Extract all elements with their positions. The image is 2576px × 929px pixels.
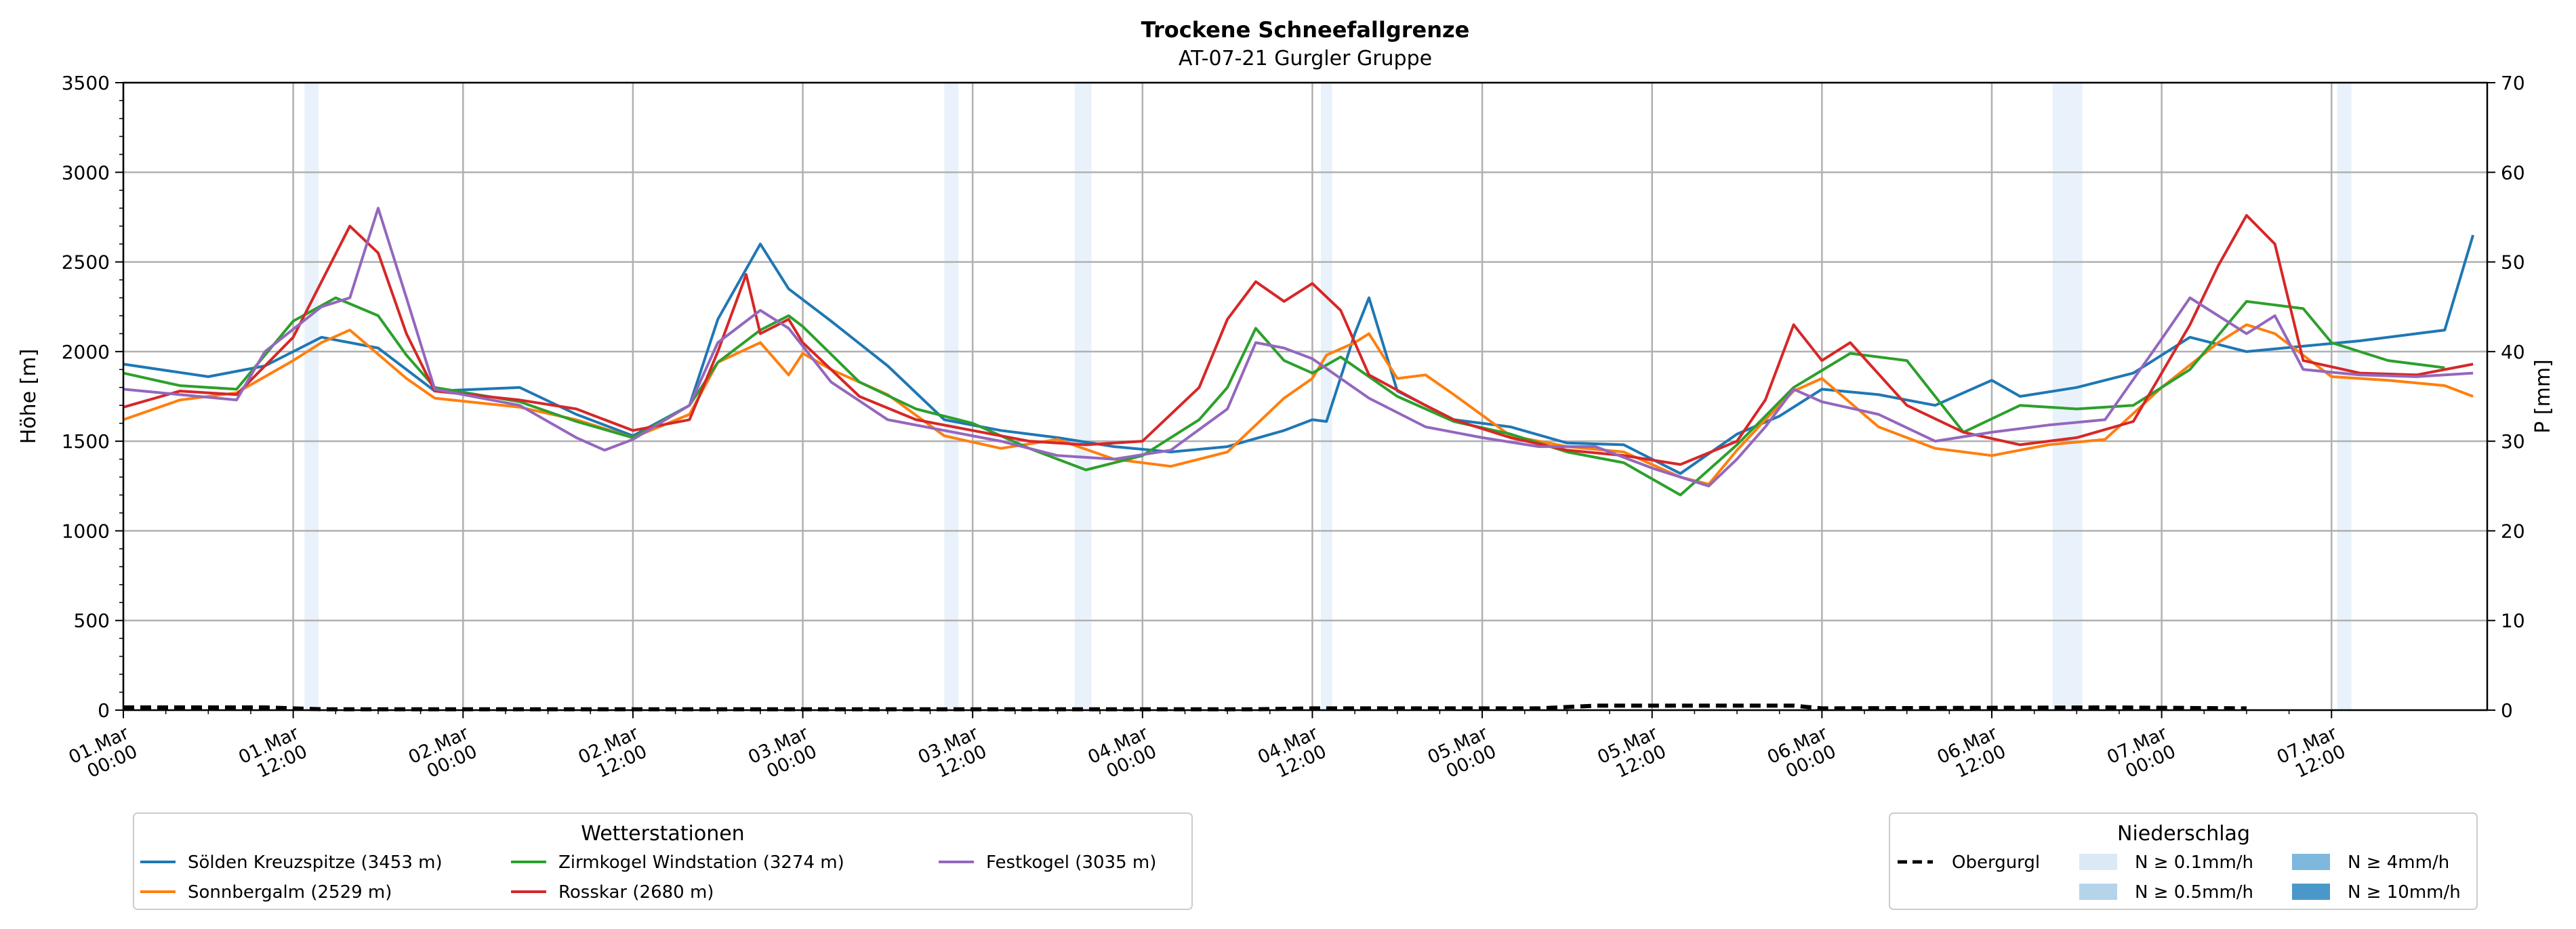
series-line-4 [123,207,2474,488]
chart-title: Trockene Schneefallgrenze [1141,17,1470,43]
legend-precip-swatch-0 [2079,854,2117,870]
y-tick-label-4: 2000 [62,341,110,363]
grid-lines [122,81,2487,711]
x-tick-label-12: 07.Mar00:00 [2104,722,2180,787]
precip-shade-4 [2052,83,2083,710]
legend-precip-label-1: N ≥ 0.5mm/h [2135,882,2253,903]
x-tick-label-13: 07.Mar12:00 [2274,722,2350,787]
y-axis-left: 0 500 1000 1500 2000 2500 3000 3500 [62,72,123,722]
y-axis-label-right: P [mm] [2531,359,2555,433]
legend-station-label-0: Sölden Kreuzspitze (3453 m) [188,852,443,873]
legend-precip-swatch-3 [2292,884,2330,900]
x-tick-label-9: 05.Mar12:00 [1594,722,1670,787]
x-tick-label-8: 05.Mar00:00 [1425,722,1500,787]
legend-precip-frame [1889,812,2478,910]
legend-precip-label-2: N ≥ 4mm/h [2348,852,2449,873]
x-tick-label-7: 04.Mar12:00 [1254,722,1330,787]
y-tick-label-2: 1000 [62,520,110,542]
precip-shade-1 [944,83,959,710]
y-tick-label-1: 500 [74,610,110,632]
legend-stations-frame [133,812,1193,910]
legend-precip-swatch-1 [2079,884,2117,900]
precip-shade-0 [304,83,319,710]
y-tick-label-3: 1500 [62,430,110,453]
x-tick-label-0: 01.Mar00:00 [66,722,142,787]
y-right-tick-label-6: 60 [2501,161,2525,184]
legend-precip-label-3: N ≥ 10mm/h [2348,882,2461,903]
y-tick-label-0: 0 [98,699,110,722]
y-tick-label-6: 3000 [62,161,110,184]
legend-precipitation: Niederschlag Obergurgl N ≥ 0.1mm/hN ≥ 0.… [1889,812,2478,910]
y-right-tick-label-2: 20 [2501,520,2525,542]
legend-station-label-1: Sonnbergalm (2529 m) [188,882,392,903]
y-axis-label-left: Höhe [m] [17,349,41,445]
precip-shade-2 [1074,83,1092,710]
series-line-3 [123,213,2474,466]
series-lines [123,207,2475,711]
y-right-tick-label-1: 10 [2501,610,2525,632]
y-right-tick-label-3: 30 [2501,430,2525,453]
x-tick-label-4: 03.Mar00:00 [745,722,821,787]
series-line-1 [123,323,2474,486]
legend-stations: Wetterstationen Sölden Kreuzspitze (3453… [133,812,1193,910]
x-tick-label-1: 01.Mar12:00 [235,722,311,787]
y-axis-right: 0 10 20 30 40 50 60 70 [2487,72,2525,722]
x-tick-label-2: 02.Mar00:00 [405,722,481,787]
y-right-tick-label-0: 0 [2501,699,2513,722]
legend-station-label-3: Rosskar (2680 m) [558,882,714,903]
y-right-tick-label-4: 40 [2501,341,2525,363]
chart-subtitle: AT-07-21 Gurgler Gruppe [1179,47,1432,70]
legend-precip-items: N ≥ 0.1mm/h N ≥ 0.5mm/h N ≥ 4mm/h N ≥ 10mm/… [2079,852,2461,903]
x-tick-label-3: 02.Mar12:00 [575,722,651,787]
legend-station-label-4: Festkogel (3035 m) [986,852,1156,873]
x-tick-label-5: 03.Mar12:00 [915,722,991,787]
y-right-tick-label-7: 70 [2501,72,2525,94]
legend-precip-title: Niederschlag [2117,822,2250,846]
legend-precip-swatch-2 [2292,854,2330,870]
legend-precip-label-0: N ≥ 0.1mm/h [2135,852,2253,873]
precipitation-shading [304,83,2352,710]
y-tick-label-7: 3500 [62,72,110,94]
precip-shade-3 [1320,83,1332,710]
legend-stations-title: Wetterstationen [581,822,744,846]
x-axis: 01.Mar00:00 01.Mar12:00 02.Mar00:00 02.Mar1… [66,710,2350,787]
y-right-tick-label-5: 50 [2501,251,2525,274]
x-tick-label-6: 04.Mar00:00 [1085,722,1161,787]
legend-obergurgl-label: Obergurgl [1952,852,2040,873]
series-line-5 [123,703,2247,711]
x-tick-label-10: 06.Mar00:00 [1764,722,1840,787]
plot-frame [122,81,2489,711]
legend-station-label-2: Zirmkogel Windstation (3274 m) [558,852,844,873]
precip-shade-5 [2337,83,2352,710]
x-tick-label-11: 06.Mar12:00 [1934,722,2010,787]
legend-station-items: Sölden Kreuzspitze (3453 m) Sonnbergalm (… [140,852,1156,903]
y-tick-label-5: 2500 [62,251,110,274]
